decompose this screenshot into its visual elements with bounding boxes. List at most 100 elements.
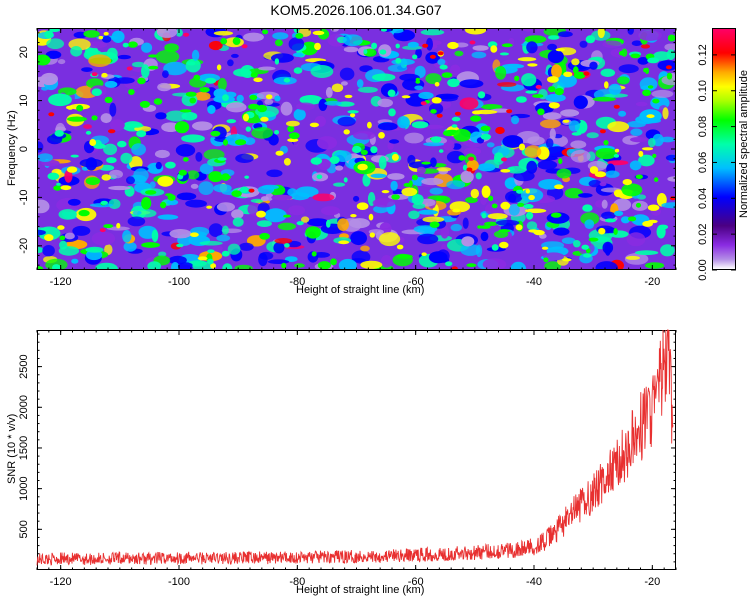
spectrogram-cell: [620, 216, 631, 224]
spectrogram-cell: [227, 243, 241, 255]
spectrogram-cell: [277, 222, 296, 231]
spectrogram-cell: [508, 193, 517, 203]
spectrogram-cell: [360, 149, 368, 156]
spectrogram-peak: [217, 157, 227, 161]
spectrogram-cell: [604, 93, 628, 98]
spectrogram-peak: [103, 224, 114, 229]
spectrogram-cell: [665, 154, 675, 161]
spectrogram-peak: [491, 203, 498, 209]
colorbar-tick-label: 0.08: [697, 116, 709, 137]
spectrogram-peak: [85, 130, 92, 135]
spectrogram-cell: [497, 82, 517, 87]
spectrogram-cell: [454, 50, 464, 57]
spectrogram-cell: [222, 263, 233, 269]
spectrogram-cell: [630, 128, 643, 136]
spectrogram-peak: [614, 148, 620, 153]
spectrogram-cell: [70, 46, 83, 57]
spectrogram-cell: [192, 121, 213, 131]
spectrogram-cell: [517, 57, 537, 62]
spectrogram-peak: [412, 54, 418, 60]
spectrogram-peak: [311, 251, 317, 257]
spectrogram-cell: [38, 199, 50, 214]
snr-x-tick-label: -60: [408, 576, 424, 588]
spectrogram-cell: [660, 244, 675, 257]
spectrogram-cell: [651, 89, 674, 98]
spectrogram-peak: [100, 200, 108, 205]
spectrogram-peak: [136, 130, 147, 138]
spectrogram-cell: [453, 128, 472, 142]
spectrogram-cell: [527, 136, 545, 146]
spectrogram-peak: [145, 190, 157, 195]
spectrogram-cell: [195, 152, 203, 162]
spectrogram-peak: [350, 214, 357, 218]
spectrogram-cell: [213, 31, 233, 36]
spectrogram-peak: [128, 41, 138, 48]
spectrogram-cell: [226, 102, 247, 113]
spectrogram-cell: [133, 168, 149, 183]
spectrogram-peak: [514, 75, 520, 82]
spectrogram-cell: [556, 168, 572, 179]
spectrogram-cell: [350, 231, 367, 246]
spectrogram-cell: [48, 93, 72, 107]
spectrogram-cell: [46, 38, 65, 49]
spectrogram-peak: [582, 253, 592, 258]
spectrogram-cell: [573, 240, 581, 248]
spectrogram-peak: [613, 189, 623, 198]
spectrogram-peak: [189, 97, 196, 104]
snr-x-label: Height of straight line (km): [296, 584, 425, 596]
spectrogram-peak: [367, 121, 372, 129]
spectrogram-cell: [85, 177, 101, 186]
spectrogram-cell: [280, 101, 293, 116]
spectrogram-peak: [54, 130, 64, 137]
spectrogram-peak: [451, 124, 458, 128]
spectrogram-peak: [78, 209, 90, 217]
spectrogram-cell: [462, 217, 469, 229]
snr-y-tick-label: 2500: [18, 354, 30, 378]
spectrogram-cell: [141, 197, 152, 210]
spectrogram-x-tick-label: -120: [50, 276, 72, 288]
spectrogram-cell: [208, 171, 224, 183]
spectrogram-cell: [378, 156, 387, 170]
spectrogram-cell: [460, 170, 474, 183]
spectrogram-hot-spot: [436, 113, 443, 118]
spectrogram-cell: [459, 97, 479, 110]
spectrogram-hot-spot: [451, 266, 458, 269]
spectrogram-cell: [570, 149, 591, 163]
spectrogram-peak: [283, 77, 291, 83]
snr-y-tick-label: 2000: [18, 395, 30, 419]
spectrogram-peak: [199, 87, 210, 93]
spectrogram-peak: [666, 72, 673, 80]
spectrogram-peak: [381, 190, 390, 194]
spectrogram-peak: [543, 257, 549, 263]
spectrogram-cell: [137, 209, 157, 218]
spectrogram-peak: [53, 185, 62, 191]
spectrogram-cell: [553, 227, 570, 236]
spectrogram-peak: [527, 63, 538, 67]
spectrogram-peak: [206, 205, 213, 209]
spectrogram-cell: [288, 205, 306, 216]
spectrogram-peak: [137, 77, 146, 85]
spectrogram-peak: [47, 172, 60, 180]
snr-x-tick-label: -100: [168, 576, 190, 588]
spectrogram-peak: [60, 185, 72, 191]
spectrogram-cell: [544, 261, 562, 269]
spectrogram-cell: [108, 129, 116, 134]
spectrogram-cell: [288, 37, 305, 51]
spectrogram-cell: [521, 29, 545, 32]
spectrogram-cell: [42, 245, 55, 257]
spectrogram-peak: [379, 49, 387, 55]
spectrogram-peak: [477, 91, 486, 99]
spectrogram-cell: [114, 77, 135, 84]
spectrogram-peak: [431, 136, 442, 143]
spectrogram-cell: [584, 219, 595, 229]
spectrogram-cell: [174, 121, 190, 134]
spectrogram-peak: [396, 244, 404, 250]
spectrogram-cell: [372, 198, 396, 208]
spectrogram-hot-spot: [437, 51, 444, 56]
spectrogram-cell: [338, 258, 357, 269]
spectrogram-peak: [210, 263, 217, 269]
spectrogram-peak: [117, 140, 127, 148]
spectrogram-cell: [306, 218, 329, 227]
spectrogram-peak: [190, 232, 199, 237]
spectrogram-hot-spot: [506, 109, 513, 114]
